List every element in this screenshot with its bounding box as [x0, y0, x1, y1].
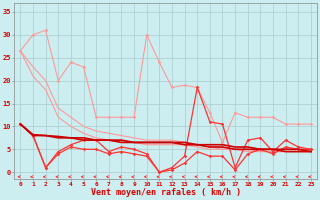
X-axis label: Vent moyen/en rafales ( km/h ): Vent moyen/en rafales ( km/h ) — [91, 188, 241, 197]
